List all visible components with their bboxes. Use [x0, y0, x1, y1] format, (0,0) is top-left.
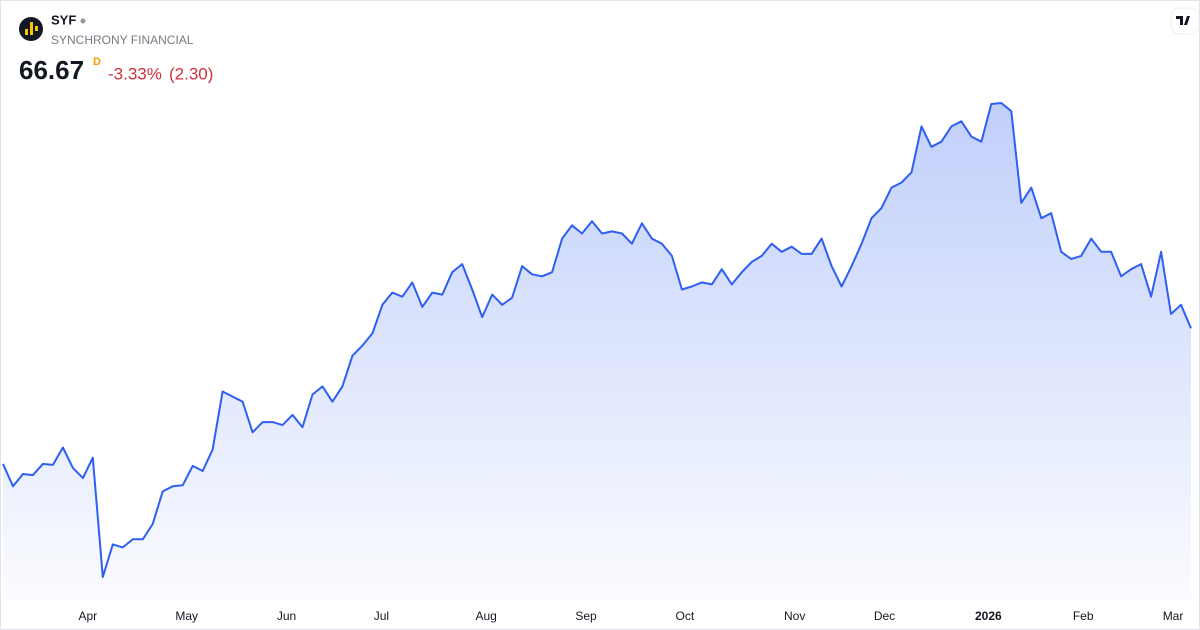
x-tick-label: Sep: [575, 609, 597, 623]
logo-bar: [25, 29, 28, 35]
price-line: [2, 102, 1192, 578]
x-tick-label: Jun: [277, 609, 296, 623]
x-tick-label: Oct: [676, 609, 695, 623]
status-dot: [80, 18, 86, 24]
logo-bar: [30, 22, 33, 35]
interval: D: [93, 56, 101, 68]
tv-logo-mark: [1176, 16, 1190, 25]
x-tick-label: Jul: [374, 609, 389, 623]
tv-logo[interactable]: [1170, 7, 1200, 35]
x-tick-label: Aug: [476, 609, 497, 623]
x-tick-label: Apr: [79, 609, 98, 623]
x-tick-label: Feb: [1073, 609, 1094, 623]
company-name: SYNCHRONY FINANCIAL: [51, 33, 194, 47]
logo-bar: [35, 26, 38, 31]
change: (2.30): [169, 64, 213, 83]
x-tick-label: Mar: [1163, 609, 1184, 623]
x-tick-label: May: [175, 609, 198, 623]
change-percent: -3.33%: [108, 64, 162, 83]
area-fill: [3, 103, 1191, 600]
price: 66.67: [19, 55, 84, 85]
symbol: SYF: [51, 12, 76, 27]
x-tick-label: Nov: [784, 609, 805, 623]
x-tick-label: 2026: [975, 609, 1002, 623]
x-tick-label: Dec: [874, 609, 895, 623]
